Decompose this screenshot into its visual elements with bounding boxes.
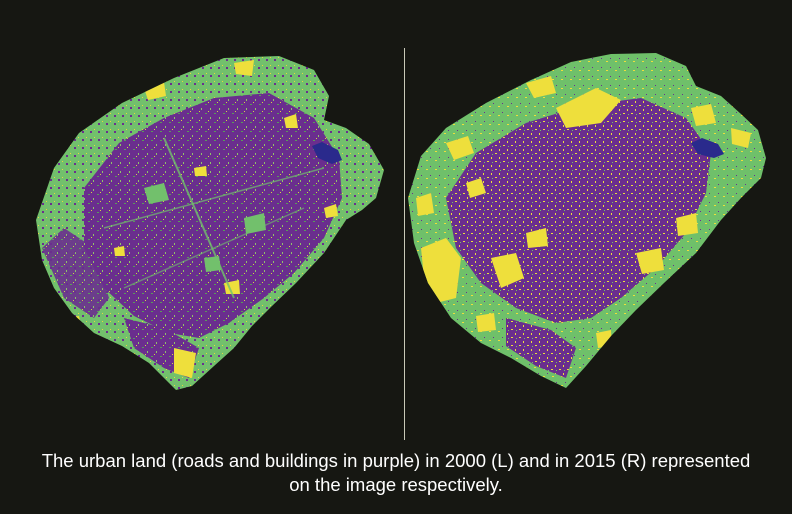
- figure-caption: The urban land (roads and buildings in p…: [0, 449, 792, 497]
- panel-divider: [404, 48, 405, 440]
- map-2000-svg: [36, 56, 384, 390]
- map-2015-svg: [408, 53, 766, 388]
- caption-line-2: on the image respectively.: [289, 474, 503, 495]
- map-2015-right: [406, 48, 778, 440]
- lake-2000: [312, 142, 342, 164]
- map-2015-landcover: [408, 53, 766, 388]
- caption-line-1: The urban land (roads and buildings in p…: [41, 450, 751, 471]
- map-2000-landcover: [36, 56, 384, 390]
- map-2000-left: [24, 48, 404, 440]
- lake-2015: [691, 138, 724, 158]
